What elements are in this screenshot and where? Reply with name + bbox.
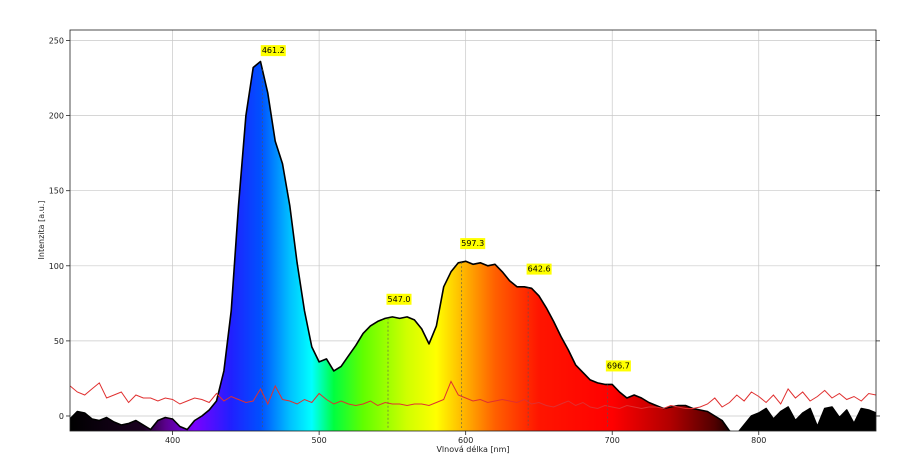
x-tick-label: 400 xyxy=(165,436,180,445)
peak-label: 461.2 xyxy=(262,46,285,55)
reference-curve xyxy=(70,380,876,410)
peak-label-box xyxy=(260,45,286,57)
peak-label-box xyxy=(386,293,412,305)
y-tick-label: 150 xyxy=(49,187,64,196)
reference-line xyxy=(70,380,876,410)
x-tick-label: 800 xyxy=(751,436,766,445)
peak-label: 597.3 xyxy=(461,239,484,248)
x-axis-title: Vlnová délka [nm] xyxy=(436,444,509,454)
peak-label: 642.6 xyxy=(528,265,551,274)
spectrum-area xyxy=(70,60,876,431)
x-axis-ticks: 400 500 600 700 800 xyxy=(165,431,766,445)
y-tick-label: 50 xyxy=(54,337,64,346)
peak-label: 696.7 xyxy=(607,361,630,370)
x-tick-label: 700 xyxy=(605,436,620,445)
peak-label-box xyxy=(605,360,631,372)
y-tick-label: 100 xyxy=(49,262,64,271)
peak-annotations: 461.2 547.0 597.3 642.6 696.7 xyxy=(260,45,631,428)
y-tick-label: 200 xyxy=(49,112,64,121)
spectrum-fill xyxy=(70,61,876,431)
plot-frame xyxy=(69,29,877,432)
x-tick-label: 500 xyxy=(311,436,326,445)
y-axis-ticks: 0 50 100 150 200 250 xyxy=(49,37,880,421)
x-tick-label: 600 xyxy=(458,436,473,445)
spectrum-curve xyxy=(70,60,876,431)
y-axis-title: Intenzita [a.u.] xyxy=(37,201,46,260)
y-tick-label: 0 xyxy=(59,412,64,421)
y-tick-label: 250 xyxy=(49,37,64,46)
peak-label-box xyxy=(526,263,552,275)
peak-label-box xyxy=(460,238,486,250)
peak-label: 547.0 xyxy=(388,295,411,304)
